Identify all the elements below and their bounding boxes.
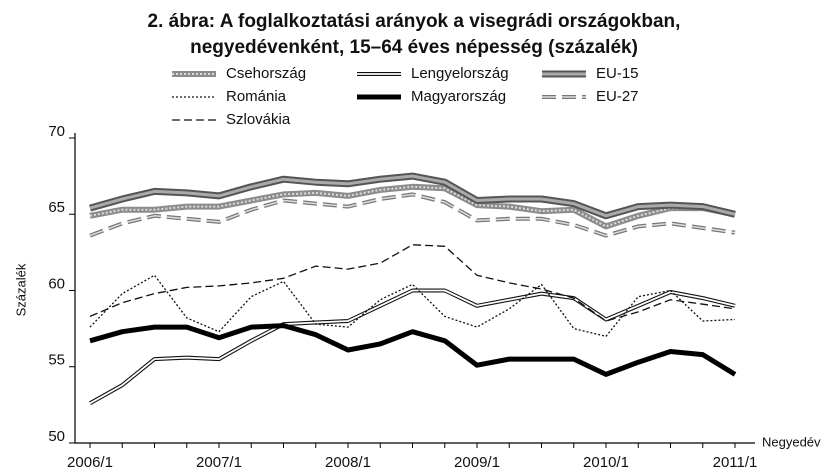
x-tick-label: 2010/1 [583, 454, 629, 471]
chart-title: 2. ábra: A foglalkoztatási arányok a vis… [148, 11, 681, 32]
series-line [89, 288, 736, 406]
series-line [89, 244, 736, 322]
series-line [89, 274, 736, 337]
legend-label: EU-15 [596, 65, 639, 82]
x-axis-label: Negyedév [762, 434, 821, 449]
series-line-inner [89, 174, 736, 218]
legend-label: Szlovákia [226, 111, 291, 128]
legend-label: EU-27 [596, 88, 639, 105]
y-tick-label: 50 [48, 428, 65, 445]
series-line-inner [89, 193, 736, 237]
x-tick-label: 2009/1 [454, 454, 500, 471]
x-tick-label: 2006/1 [67, 454, 113, 471]
chart-title: negyedévenként, 15–64 éves népesség (szá… [190, 37, 638, 58]
y-tick-label: 55 [48, 352, 65, 369]
x-tick-label: 2011/1 [713, 454, 758, 471]
legend-label: Magyarország [411, 88, 506, 105]
x-tick-label: 2007/1 [196, 454, 242, 471]
y-tick-label: 70 [48, 123, 65, 140]
legend-label: Románia [226, 88, 287, 105]
y-axis-label: Százalék [13, 263, 28, 316]
series-line-inner [89, 185, 736, 228]
y-tick-label: 65 [48, 199, 65, 216]
series-line [89, 323, 737, 377]
legend-label: Csehország [226, 65, 306, 82]
x-tick-label: 2008/1 [325, 454, 371, 471]
y-tick-label: 60 [48, 275, 65, 292]
legend-label: Lengyelország [411, 65, 509, 82]
